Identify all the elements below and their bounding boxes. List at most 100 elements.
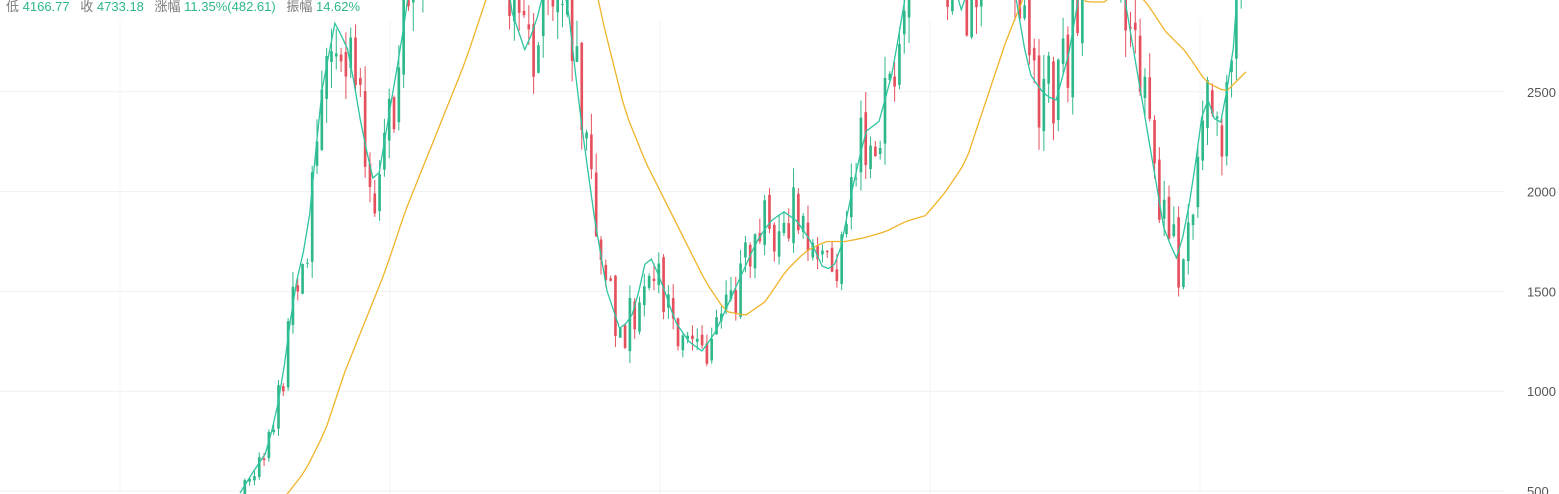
candle-body: [854, 178, 858, 180]
candle-body: [782, 222, 786, 234]
candle-body: [334, 53, 338, 57]
candle-body: [638, 302, 641, 332]
candle-body: [1186, 222, 1190, 262]
candle-body: [965, 0, 969, 36]
candle-body: [368, 163, 372, 187]
candle-body: [580, 42, 584, 131]
candle-body: [840, 234, 843, 285]
y-axis: 500100015002000250030003500400045005000: [1527, 85, 1556, 494]
candle-body: [797, 193, 800, 231]
moving-averages: [239, 0, 1247, 494]
candle-body: [652, 278, 656, 282]
candle-body: [272, 429, 276, 433]
candle-body: [508, 0, 511, 16]
candle-body: [739, 263, 742, 317]
candle-body: [830, 247, 834, 272]
candle-body: [315, 141, 319, 166]
candle-body: [970, 0, 973, 38]
ma-fast-line: [239, 0, 1238, 494]
candle-body: [397, 67, 401, 123]
y-tick-label: 2500: [1527, 85, 1556, 100]
candle-body: [662, 257, 665, 313]
candle-body: [286, 321, 290, 388]
candle-body: [614, 275, 617, 336]
candle-body: [1225, 82, 1229, 157]
candle-body: [1162, 199, 1166, 219]
candle-body: [618, 328, 622, 338]
candle-body: [1148, 77, 1152, 119]
close-value: 4733.18: [96, 0, 144, 14]
candle-body: [1158, 159, 1161, 220]
candle-body: [715, 317, 718, 335]
candle-body: [671, 298, 675, 319]
candle-body: [801, 215, 805, 232]
candle-body: [705, 343, 709, 364]
candle-body: [1210, 90, 1214, 114]
candle-body: [1133, 22, 1137, 30]
candle-body: [821, 250, 824, 255]
candle-body: [643, 286, 646, 306]
candle-body: [724, 294, 728, 310]
price-stats-bar: 低 4166.77 收 4733.18 涨幅 11.35%(482.61) 振幅…: [6, 0, 367, 14]
candle-body: [1191, 214, 1195, 226]
y-tick-label: 2000: [1527, 185, 1556, 200]
candle-body: [734, 290, 738, 314]
candle-body: [257, 457, 261, 477]
candle-body: [1196, 156, 1200, 208]
candle-body: [267, 431, 271, 459]
candle-body: [1143, 76, 1147, 99]
candle-body: [763, 200, 766, 245]
candle-body: [686, 335, 689, 340]
candle-body: [1066, 34, 1070, 88]
candle-body: [623, 325, 627, 348]
candle-body: [1153, 120, 1156, 164]
candle-body: [575, 46, 579, 63]
candle-body: [720, 313, 723, 321]
candle-body: [1129, 27, 1132, 29]
candle-body: [1018, 0, 1022, 19]
ma-slow-line: [286, 0, 1247, 494]
candle-body: [517, 0, 521, 13]
candle-body: [402, 0, 405, 75]
candle-body: [513, 0, 516, 22]
candle-body: [532, 24, 535, 77]
candle-body: [373, 193, 377, 214]
candle-body: [1172, 224, 1176, 237]
amplitude-label: 振幅: [286, 0, 313, 14]
candle-body: [1215, 116, 1219, 119]
candle-body: [1037, 55, 1041, 128]
candle-body: [387, 98, 391, 141]
candle-body: [811, 242, 815, 258]
candle-body: [383, 132, 386, 170]
candle-body: [633, 301, 637, 330]
candle-body: [1201, 120, 1205, 161]
candle-body: [320, 89, 324, 150]
candle-body: [744, 242, 747, 258]
candle-body: [951, 0, 954, 12]
candle-body: [349, 37, 353, 69]
candle-body: [522, 10, 526, 16]
candle-body: [339, 54, 343, 62]
grid-lines: [0, 91, 1505, 492]
candle-body: [1206, 80, 1209, 129]
candle-body: [883, 77, 887, 144]
candle-body: [301, 263, 304, 294]
y-tick-label: 1000: [1527, 384, 1556, 399]
candle-body: [378, 174, 381, 212]
candle-body: [585, 132, 588, 139]
candle-body: [772, 224, 776, 252]
candle-body: [359, 77, 362, 85]
change-label: 涨幅: [154, 0, 181, 14]
candle-body: [609, 278, 612, 281]
candle-body: [1032, 47, 1036, 61]
candle-body: [816, 245, 819, 260]
candle-body: [354, 37, 357, 86]
candle-body: [1124, 0, 1127, 31]
candle-body: [1235, 0, 1238, 59]
candle-body: [570, 0, 574, 61]
candle-body: [1167, 196, 1171, 239]
candle-body: [1042, 78, 1046, 132]
low-label: 低: [6, 0, 20, 14]
candle-body: [975, 0, 978, 8]
